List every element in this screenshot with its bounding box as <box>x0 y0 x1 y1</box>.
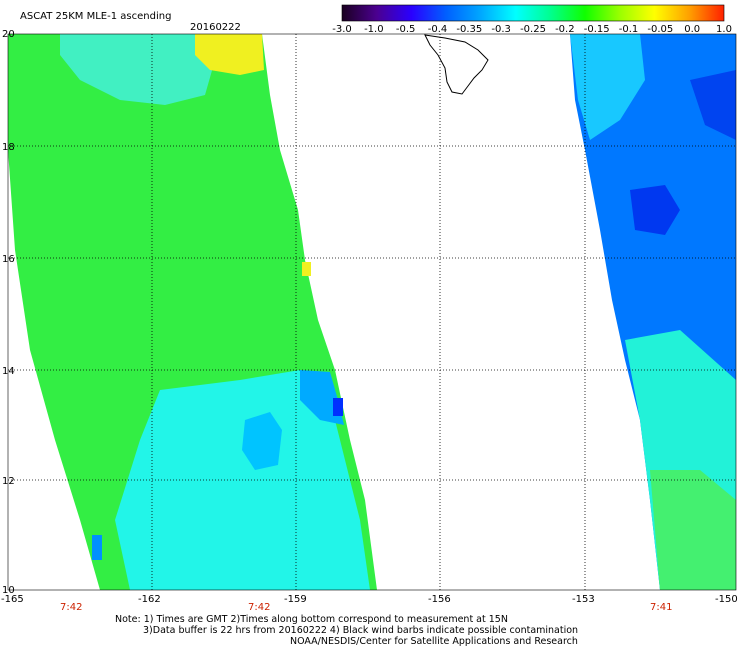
left-swath-dark-blue-cell <box>333 398 343 416</box>
colorbar-label: -0.4 <box>428 24 448 35</box>
left-swath-blue-cell <box>92 535 102 560</box>
colorbar: -3.0 -1.0 -0.5 -0.4 -0.35 -0.3 -0.25 -0.2 -0.15-… <box>332 4 732 35</box>
lon-label-153: -153 <box>572 594 595 605</box>
right-swath <box>570 34 736 590</box>
footnotes: Note: 1) Times are GMT 2)Times along bot… <box>0 614 740 647</box>
colorbar-label: -0.35 <box>456 24 482 35</box>
lat-label-20: 20 <box>2 29 15 40</box>
left-swath-yellow-patch <box>195 34 264 75</box>
lat-label-18: 18 <box>2 142 15 153</box>
map-date: 20160222 <box>190 22 241 33</box>
note-line-3: NOAA/NESDIS/Center for Satellite Applica… <box>290 636 578 647</box>
lat-label-10: 10 <box>2 585 15 596</box>
colorbar-label: -0.2 <box>555 24 575 35</box>
colorbar-label: -0.3 <box>491 24 511 35</box>
colorbar-label: 0.0 <box>684 24 700 35</box>
right-swath-dark-core <box>630 185 680 235</box>
big-island-outline <box>424 34 489 95</box>
colorbar-label: -0.15 <box>584 24 610 35</box>
pass-time-2: 7:42 <box>248 602 270 613</box>
right-swath-green-bottom <box>650 470 736 590</box>
map-title: ASCAT 25KM MLE-1 ascending <box>20 11 171 22</box>
lat-label-16: 16 <box>2 254 15 265</box>
left-swath <box>8 34 377 590</box>
pass-time-3: 7:41 <box>650 602 672 613</box>
note-line-2: 3)Data buffer is 22 hrs from 20160222 4)… <box>143 625 579 636</box>
colorbar-label: -1.0 <box>364 24 384 35</box>
lon-label-165: -165 <box>1 594 24 605</box>
colorbar-label: -0.25 <box>520 24 546 35</box>
lat-label-14: 14 <box>2 366 15 377</box>
lat-label-12: 12 <box>2 476 15 487</box>
colorbar-label: -0.05 <box>647 24 673 35</box>
colorbar-ramp <box>341 4 725 22</box>
lon-label-159: -159 <box>284 594 307 605</box>
map-frame <box>7 33 737 591</box>
colorbar-label: 1.0 <box>716 24 732 35</box>
colorbar-label: -0.5 <box>396 24 416 35</box>
pass-times: 7:42 7:42 7:41 <box>60 602 672 613</box>
right-swath-cyan-top <box>570 34 645 140</box>
lon-label-150: -150 <box>715 594 738 605</box>
lon-labels: -165 -162 -159 -156 -153 -150 <box>1 594 738 605</box>
lat-labels: 20 18 16 14 12 10 <box>2 29 15 596</box>
colorbar-label: -0.1 <box>619 24 639 35</box>
colorbar-label: -3.0 <box>332 24 352 35</box>
left-swath-yellow-cell <box>302 262 311 276</box>
note-line-1: Note: 1) Times are GMT 2)Times along bot… <box>115 614 508 625</box>
left-swath-upper-cyan <box>60 34 215 105</box>
lon-label-162: -162 <box>138 594 161 605</box>
lon-label-156: -156 <box>428 594 451 605</box>
pass-time-1: 7:42 <box>60 602 82 613</box>
left-swath-blue-patch <box>242 412 282 470</box>
right-swath-dark-ne <box>690 70 736 140</box>
graticule <box>8 34 736 590</box>
